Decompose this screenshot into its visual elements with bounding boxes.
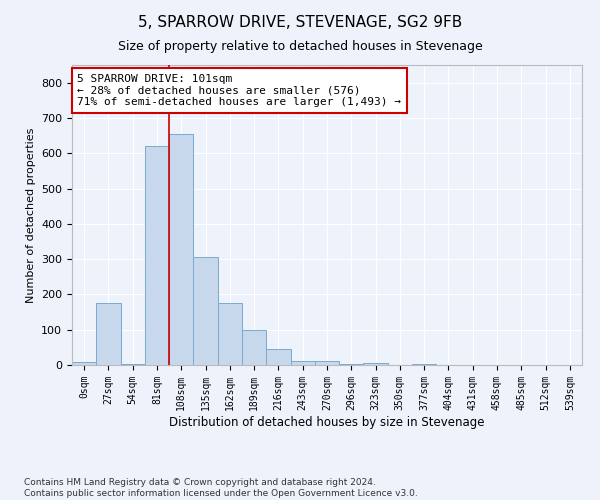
Bar — [290, 361, 315, 365]
Bar — [72, 362, 96, 365]
Bar — [412, 364, 436, 365]
Bar — [169, 134, 193, 365]
Bar — [121, 364, 145, 365]
Bar — [242, 330, 266, 365]
Bar — [315, 362, 339, 365]
Bar — [364, 363, 388, 365]
Text: Contains HM Land Registry data © Crown copyright and database right 2024.
Contai: Contains HM Land Registry data © Crown c… — [24, 478, 418, 498]
Text: 5 SPARROW DRIVE: 101sqm
← 28% of detached houses are smaller (576)
71% of semi-d: 5 SPARROW DRIVE: 101sqm ← 28% of detache… — [77, 74, 401, 107]
X-axis label: Distribution of detached houses by size in Stevenage: Distribution of detached houses by size … — [169, 416, 485, 428]
Bar — [218, 303, 242, 365]
Bar — [339, 364, 364, 365]
Bar — [145, 146, 169, 365]
Bar — [266, 349, 290, 365]
Bar — [96, 303, 121, 365]
Text: Size of property relative to detached houses in Stevenage: Size of property relative to detached ho… — [118, 40, 482, 53]
Text: 5, SPARROW DRIVE, STEVENAGE, SG2 9FB: 5, SPARROW DRIVE, STEVENAGE, SG2 9FB — [138, 15, 462, 30]
Bar — [193, 258, 218, 365]
Y-axis label: Number of detached properties: Number of detached properties — [26, 128, 35, 302]
